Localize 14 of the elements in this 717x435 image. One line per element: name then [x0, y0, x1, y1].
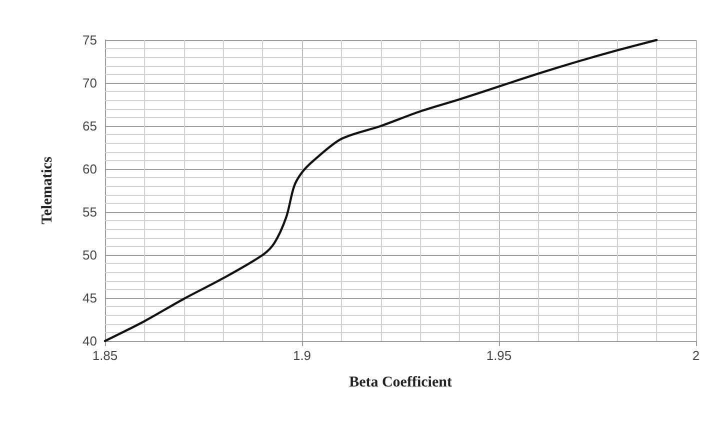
y-tick-label: 55 [82, 204, 97, 220]
x-tick-label: 1.85 [92, 348, 118, 363]
x-axis-title: Beta Coefficient [349, 374, 452, 390]
y-tick-label: 65 [82, 118, 97, 134]
y-tick-label: 75 [82, 32, 97, 48]
y-tick-label: 50 [82, 248, 97, 262]
x-tick-label: 2 [692, 348, 700, 363]
y-axis-title: Telematics [40, 156, 56, 224]
y-tick-label: 60 [82, 162, 97, 176]
y-tick-label: 70 [82, 76, 97, 90]
y-tick-label: 40 [82, 334, 97, 348]
x-tick-label: 1.9 [292, 348, 312, 363]
y-tick-label: 45 [82, 290, 97, 306]
x-tick-label: 1.95 [486, 348, 512, 363]
